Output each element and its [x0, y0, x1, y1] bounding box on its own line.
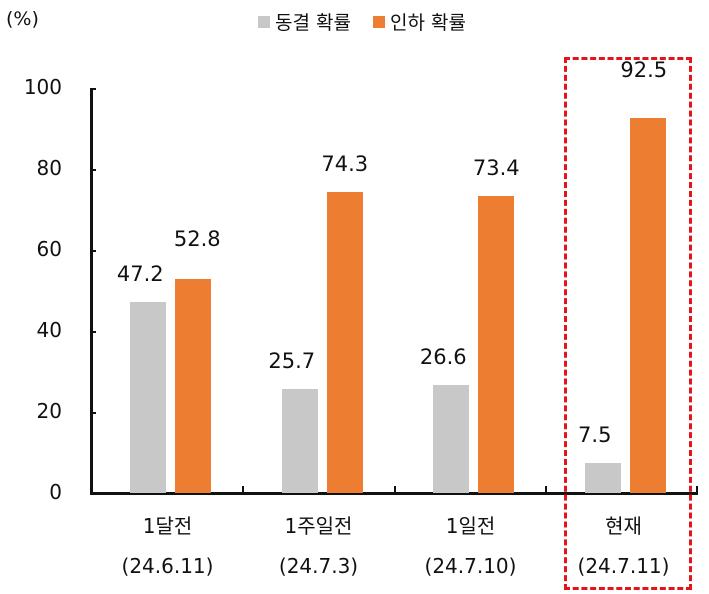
- value-label-cut: 52.8: [173, 227, 221, 252]
- legend: 동결 확률 인하 확률: [258, 8, 488, 35]
- y-tick-label: 80: [36, 156, 62, 180]
- bar-cut: [175, 279, 212, 493]
- bar-cut: [326, 192, 363, 493]
- value-label-freeze: 47.2: [116, 261, 164, 286]
- y-tick: [90, 331, 96, 333]
- x-tick: [242, 486, 244, 493]
- value-label-cut: 73.4: [472, 155, 520, 180]
- y-tick-label: 0: [49, 480, 62, 504]
- bar-freeze: [281, 388, 318, 493]
- y-tick: [90, 412, 96, 414]
- bar-freeze: [584, 462, 621, 493]
- bar-freeze: [433, 385, 470, 493]
- y-tick-label: 60: [36, 237, 62, 261]
- bar-cut: [478, 195, 515, 493]
- x-tick: [394, 486, 396, 493]
- legend-label-freeze: 동결 확률: [275, 12, 351, 34]
- x-tick: [545, 486, 547, 493]
- bar-freeze: [130, 301, 167, 493]
- value-label-freeze: 26.6: [419, 345, 467, 370]
- x-label-top: 1달전: [142, 514, 193, 538]
- y-tick-label: 40: [36, 318, 62, 342]
- y-axis: [90, 88, 93, 495]
- x-label-bottom: (24.7.10): [424, 554, 517, 578]
- x-label-top: 1일전: [445, 514, 496, 538]
- x-label-bottom: (24.7.11): [577, 554, 670, 578]
- legend-label-cut: 인하 확률: [389, 12, 466, 34]
- legend-swatch-cut: [372, 15, 385, 28]
- y-tick-label: 100: [23, 75, 62, 99]
- bar-cut: [629, 118, 666, 493]
- legend-swatch-freeze: [258, 15, 270, 28]
- y-tick: [90, 88, 96, 90]
- x-label-top: 현재: [605, 514, 642, 538]
- highlight-dashed-box: [564, 57, 692, 590]
- value-label-freeze: 7.5: [578, 422, 612, 447]
- y-tick-label: 20: [36, 399, 62, 423]
- y-tick: [90, 250, 96, 252]
- y-axis-unit: (%): [6, 8, 39, 30]
- value-label-cut: 74.3: [321, 152, 369, 177]
- value-label-cut: 92.5: [620, 58, 668, 83]
- x-label-top: 1주일전: [284, 514, 353, 538]
- x-tick: [696, 486, 698, 493]
- x-label-bottom: (24.6.11): [121, 554, 214, 578]
- y-tick: [90, 169, 96, 171]
- x-axis: [90, 492, 698, 495]
- value-label-freeze: 25.7: [268, 348, 316, 373]
- legend-item-freeze: 동결 확률: [258, 8, 351, 35]
- x-label-bottom: (24.7.3): [278, 554, 359, 578]
- legend-item-cut: 인하 확률: [372, 8, 466, 35]
